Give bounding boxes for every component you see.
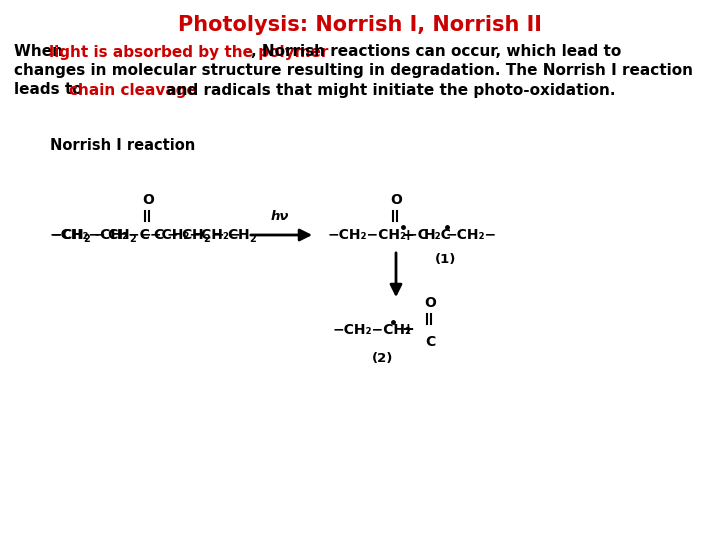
Text: −CH₂−: −CH₂− bbox=[446, 228, 497, 242]
Text: (2): (2) bbox=[372, 352, 394, 365]
Text: O: O bbox=[424, 296, 436, 310]
Text: (1): (1) bbox=[436, 253, 456, 266]
Text: O: O bbox=[142, 193, 154, 207]
Text: Photolysis: Norrish I, Norrish II: Photolysis: Norrish I, Norrish II bbox=[178, 15, 542, 35]
Text: +: + bbox=[402, 322, 415, 338]
Text: and radicals that might initiate the photo-oxidation.: and radicals that might initiate the pho… bbox=[161, 83, 616, 98]
Text: , Norrish reactions can occur, which lead to: , Norrish reactions can occur, which lea… bbox=[251, 44, 621, 59]
Text: leads to: leads to bbox=[14, 83, 88, 98]
Text: H₂C: H₂C bbox=[424, 228, 452, 242]
Text: chain cleavage: chain cleavage bbox=[69, 83, 197, 98]
Text: hν: hν bbox=[271, 210, 289, 223]
Text: changes in molecular structure resulting in degradation. The Norrish I reaction: changes in molecular structure resulting… bbox=[14, 64, 693, 78]
Text: Norrish I reaction: Norrish I reaction bbox=[50, 138, 195, 152]
Text: +: + bbox=[402, 227, 415, 242]
Text: −CH₂−CH₂−C−CH₂−CH₂−: −CH₂−CH₂−C−CH₂−CH₂− bbox=[50, 228, 241, 242]
Text: −CH₂−CH₂: −CH₂−CH₂ bbox=[333, 323, 412, 337]
Text: C: C bbox=[425, 335, 435, 349]
Text: light is absorbed by the polymer: light is absorbed by the polymer bbox=[49, 44, 328, 59]
Text: −CH₂−CH₂−C: −CH₂−CH₂−C bbox=[328, 228, 429, 242]
Text: When: When bbox=[14, 44, 68, 59]
Text: O: O bbox=[390, 193, 402, 207]
Text: $\mathregular{-CH_2-CH_2-\overset{}{\underset{}{C}}-CH_2-CH_2-}$: $\mathregular{-CH_2-CH_2-\overset{}{\und… bbox=[50, 226, 271, 245]
